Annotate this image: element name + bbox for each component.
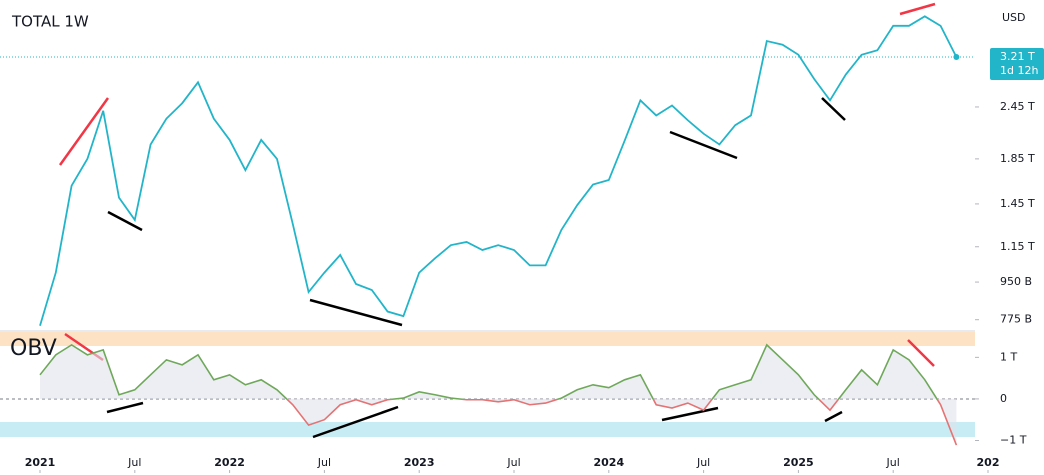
x-tick-label: Jul: [317, 456, 331, 469]
y-tick-label: −1 T: [1000, 433, 1027, 446]
y-tick-label: 1.45 T: [1000, 197, 1035, 210]
obv-title: OBV: [10, 336, 57, 361]
x-tick-label: Jul: [696, 456, 710, 469]
trend-line: [661, 406, 719, 422]
obv-positive: [39, 343, 938, 399]
trend-line: [58, 97, 110, 166]
trend-line: [821, 97, 846, 121]
y-tick-label: 1.85 T: [1000, 152, 1035, 165]
currency[interactable]: USD: [1002, 11, 1026, 24]
last-value-label: 3.21 T: [1000, 50, 1035, 63]
drawings: [58, 2, 936, 439]
x-tick-label: 2023: [404, 456, 435, 469]
trend-line: [824, 410, 843, 423]
y-tick-label: 2.45 T: [1000, 100, 1035, 113]
x-tick-label: 202: [977, 456, 1000, 469]
x-tick-label: Jul: [127, 456, 141, 469]
last-point: [953, 54, 960, 61]
x-tick-label: 2021: [25, 456, 56, 469]
x-tick-label: 2025: [783, 456, 814, 469]
trend-line: [669, 130, 738, 160]
x-tick-label: 2022: [214, 456, 245, 469]
trend-line: [907, 339, 935, 367]
trend-line: [107, 210, 143, 232]
trend-line: [899, 2, 936, 16]
y-tick-label: 1 T: [1000, 350, 1017, 363]
x-tick-label: 2024: [593, 456, 624, 469]
trend-line: [106, 401, 144, 414]
y-tick-label: 1.15 T: [1000, 240, 1035, 253]
obv-area: [40, 344, 957, 446]
trend-line: [312, 405, 399, 439]
chart-title: TOTAL 1W: [11, 13, 89, 31]
overbought-band: [0, 332, 975, 346]
y-tick-label: 0: [1000, 392, 1007, 405]
y-tick-label: 950 B: [1000, 275, 1032, 288]
x-tick-label: Jul: [506, 456, 520, 469]
trend-line: [309, 298, 403, 327]
countdown: 1d 12h: [1000, 64, 1038, 77]
obv-line: [39, 343, 938, 399]
price-badge: [990, 48, 1044, 81]
y-tick-label: 775 B: [1000, 313, 1032, 326]
x-tick-label: Jul: [886, 456, 900, 469]
oversold-band: [0, 422, 975, 437]
price-line: [39, 15, 958, 327]
